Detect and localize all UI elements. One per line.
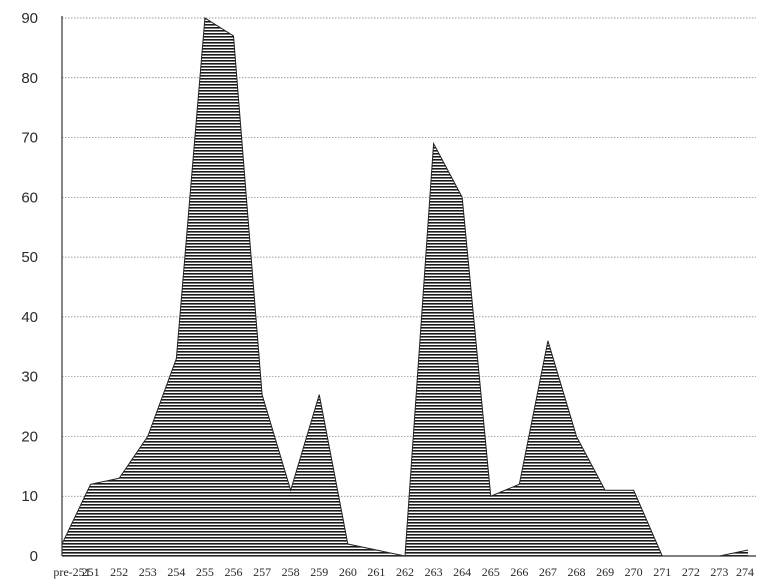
- y-tick-label-50: 50: [21, 249, 38, 266]
- y-tick-labels: 0 10 20 30 40 50 60 70 80 90: [21, 10, 38, 565]
- x-tick-label-259: 259: [310, 565, 328, 579]
- y-tick-label-80: 80: [21, 70, 38, 87]
- area-fill: [62, 18, 748, 556]
- x-tick-label-pre-251: pre-251: [53, 565, 90, 579]
- x-tick-label-272: 272: [682, 565, 700, 579]
- x-tick-label-264: 264: [453, 565, 471, 579]
- x-tick-label-269: 269: [596, 565, 614, 579]
- x-tick-label-266: 266: [510, 565, 528, 579]
- x-tick-label-257: 257: [253, 565, 271, 579]
- x-tick-label-253: 253: [139, 565, 157, 579]
- y-tick-label-30: 30: [21, 369, 38, 386]
- x-tick-label-261: 261: [367, 565, 385, 579]
- x-tick-label-267: 267: [539, 565, 557, 579]
- x-tick-label-263: 263: [425, 565, 443, 579]
- y-tick-label-70: 70: [21, 130, 38, 147]
- x-tick-label-252: 252: [110, 565, 128, 579]
- y-tick-label-60: 60: [21, 189, 38, 206]
- y-tick-label-20: 20: [21, 428, 38, 445]
- x-tick-label-265: 265: [482, 565, 500, 579]
- x-tick-label-273: 273: [710, 565, 728, 579]
- x-tick-label-251: 251: [82, 565, 100, 579]
- x-tick-label-258: 258: [282, 565, 300, 579]
- axes: [61, 16, 756, 557]
- y-tick-label-40: 40: [21, 309, 38, 326]
- x-tick-label-268: 268: [568, 565, 586, 579]
- x-tick-label-274: 274: [736, 565, 754, 579]
- x-tick-label-254: 254: [167, 565, 185, 579]
- x-tick-label-271: 271: [653, 565, 671, 579]
- x-tick-label-270: 270: [625, 565, 643, 579]
- y-tick-label-0: 0: [30, 548, 38, 565]
- x-tick-label-256: 256: [225, 565, 243, 579]
- x-tick-label-262: 262: [396, 565, 414, 579]
- y-tick-label-10: 10: [21, 488, 38, 505]
- x-tick-label-255: 255: [196, 565, 214, 579]
- area-series: [61, 17, 749, 557]
- y-tick-label-90: 90: [21, 10, 38, 27]
- x-tick-label-260: 260: [339, 565, 357, 579]
